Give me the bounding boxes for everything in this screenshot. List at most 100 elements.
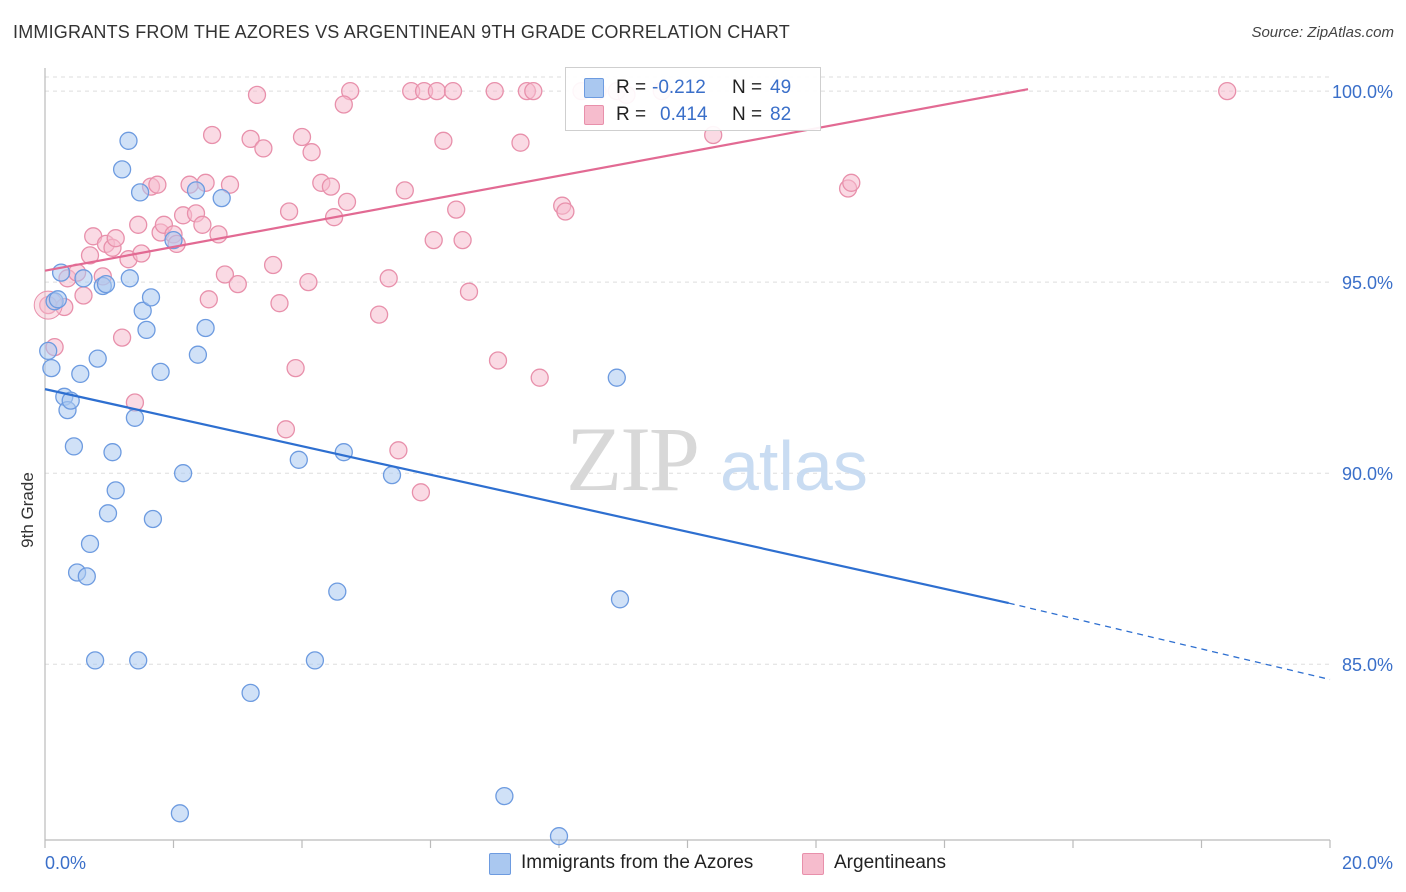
azores-point [88, 349, 107, 368]
azores-legend-label: Immigrants from the Azores [521, 852, 754, 873]
argentineans-point [424, 230, 443, 250]
chart-title: IMMIGRANTS FROM THE AZORES VS ARGENTINEA… [13, 22, 790, 42]
argentineans-point [254, 139, 273, 158]
azores-point [143, 509, 163, 529]
argentineans-point [202, 125, 222, 145]
azores-point [170, 804, 190, 823]
azores-point [151, 362, 170, 382]
y-tick-label: 85.0% [1342, 655, 1393, 675]
argentineans-point [241, 129, 260, 149]
azores-point [495, 786, 514, 806]
azores-point [196, 318, 215, 338]
argentineans-point [556, 202, 575, 221]
n-label: N = [732, 104, 763, 125]
argentineans-point [106, 229, 125, 248]
argentineans-r-value: 0.414 [660, 104, 708, 125]
argentineans-point [148, 175, 167, 194]
azores-points [39, 131, 630, 846]
x-tick-label: 20.0% [1342, 853, 1393, 873]
argentineans-point [530, 368, 549, 387]
azores-trend-extension [1008, 602, 1331, 681]
y-tick-label: 95.0% [1342, 273, 1393, 293]
argentineans-point [488, 351, 508, 370]
azores-point [186, 181, 206, 200]
azores-point [112, 160, 132, 179]
watermark-zip: ZIP [566, 408, 698, 510]
argentineans-point [369, 305, 389, 324]
argentineans-point [215, 265, 235, 284]
azores-point [133, 301, 152, 320]
argentineans-point [411, 483, 431, 502]
azores-point [188, 345, 208, 364]
grid-layer [45, 76, 1330, 665]
azores-point [334, 443, 353, 462]
argentineans-point [524, 81, 543, 101]
argentineans-point [337, 192, 357, 212]
argentineans-point [1218, 81, 1237, 101]
trend-lines [44, 88, 1331, 681]
argentineans-legend-swatch [802, 853, 824, 875]
x-tick-label: 0.0% [45, 853, 86, 873]
argentineans-point [263, 255, 283, 275]
azores-point [42, 358, 61, 378]
correlation-legend: R = -0.212 N = 49 R = 0.414 N = 82 [565, 67, 821, 131]
argentineans-point [292, 127, 312, 147]
azores-point [77, 567, 96, 586]
azores-point [137, 320, 156, 340]
y-axis-title: 9th Grade [18, 472, 37, 548]
watermark-atlas: atlas [720, 427, 868, 505]
argentineans-point [443, 81, 463, 101]
r-label: R = [616, 104, 647, 125]
azores-r-value: -0.212 [652, 77, 706, 98]
azores-n-value: 49 [770, 77, 792, 98]
y-tick-label: 100.0% [1332, 82, 1393, 102]
source-credit: Source: ZipAtlas.com [1251, 24, 1394, 41]
y-tick-label: 90.0% [1342, 464, 1393, 484]
n-label: N = [732, 77, 763, 98]
argentineans-trend-line [44, 88, 1029, 272]
azores-point [98, 504, 118, 523]
azores-point [96, 274, 116, 294]
azores-point [212, 188, 231, 208]
azores-point [328, 582, 347, 601]
tick-labels: 100.0% 95.0% 90.0% 85.0% 0.0% 20.0% [45, 82, 1393, 873]
argentineans-point [270, 294, 289, 313]
azores-point [80, 534, 100, 554]
azores-point [64, 437, 84, 456]
azores-point [607, 368, 626, 387]
azores-point [119, 131, 138, 150]
azores-point [141, 288, 161, 307]
argentineans-point [286, 358, 305, 378]
argentineans-point [302, 143, 321, 162]
argentineans-point [511, 133, 530, 152]
azores-point [106, 481, 125, 500]
azores-point [129, 651, 148, 670]
argentineans-point [129, 215, 148, 234]
azores-point [289, 450, 308, 469]
azores-point [74, 269, 93, 288]
argentineans-point [112, 328, 132, 347]
r-label: R = [616, 77, 647, 98]
argentineans-point [334, 95, 353, 114]
azores-point [173, 464, 193, 483]
argentineans-point [228, 274, 247, 294]
azores-point [549, 827, 569, 846]
argentineans-swatch [584, 105, 604, 125]
argentineans-point [276, 420, 296, 439]
argentineans-legend-label: Argentineans [834, 852, 946, 873]
argentineans-point [427, 81, 447, 101]
azores-point [103, 443, 122, 462]
azores-trend-line [44, 388, 1009, 605]
azores-point [164, 230, 183, 250]
argentineans-point [395, 181, 414, 200]
azores-point [125, 408, 145, 427]
argentineans-point [299, 272, 318, 292]
argentineans-point [842, 173, 861, 192]
argentineans-point [199, 290, 218, 309]
argentineans-point [447, 200, 466, 219]
azores-legend-swatch [489, 853, 511, 875]
azores-point [382, 465, 402, 485]
azores-point [120, 269, 139, 288]
argentineans-point [453, 230, 472, 250]
